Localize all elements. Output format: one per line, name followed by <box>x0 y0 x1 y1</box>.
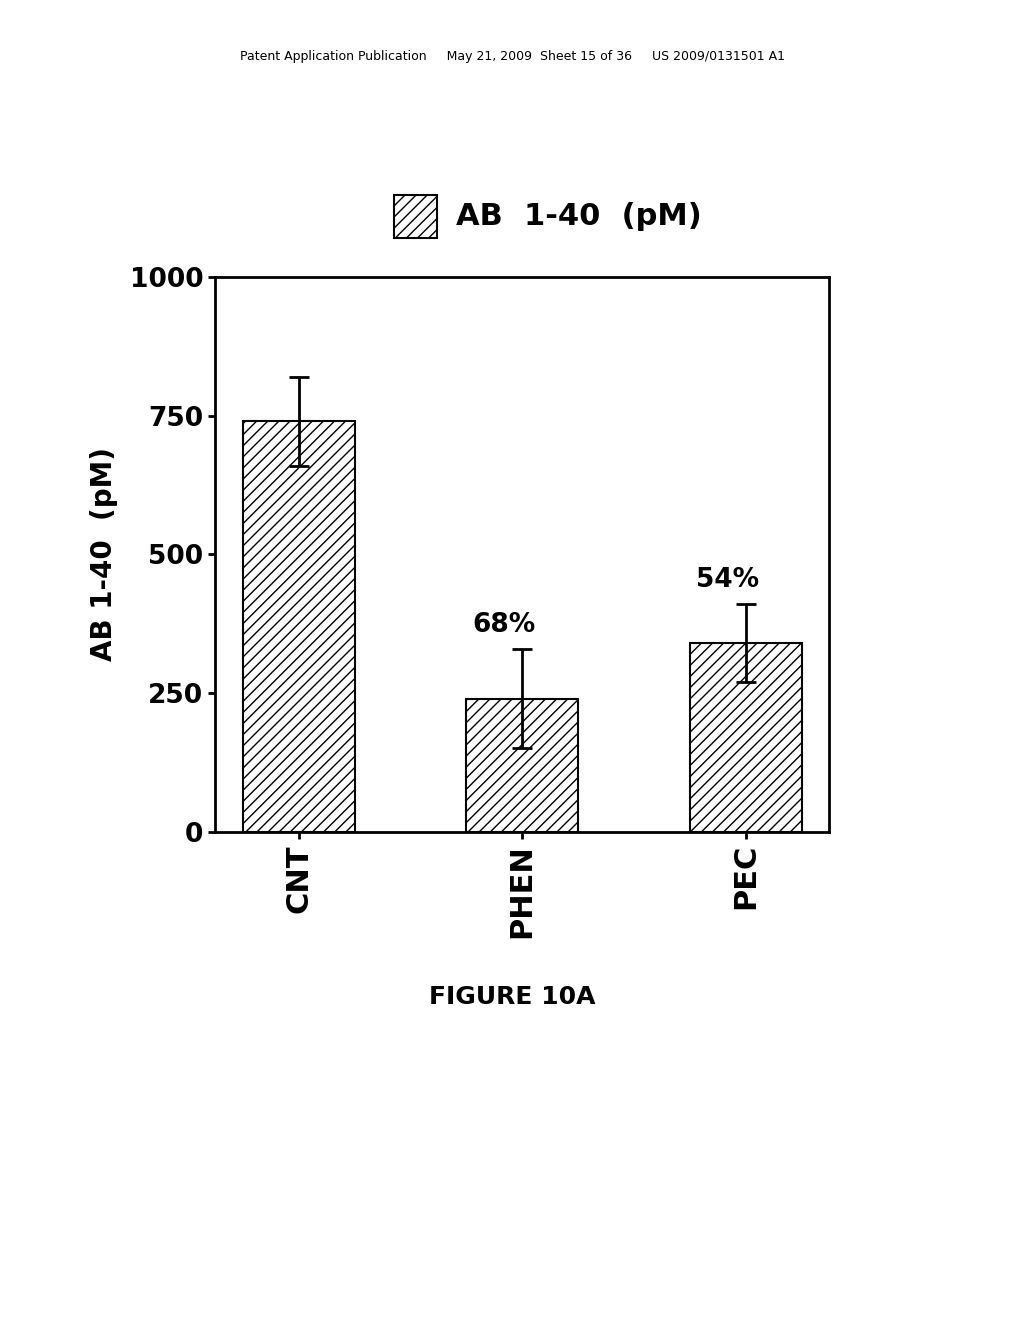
Y-axis label: AB 1-40  (pM): AB 1-40 (pM) <box>90 447 119 661</box>
Text: 54%: 54% <box>696 568 760 593</box>
Text: 68%: 68% <box>473 611 536 638</box>
Text: Patent Application Publication     May 21, 2009  Sheet 15 of 36     US 2009/0131: Patent Application Publication May 21, 2… <box>240 50 784 63</box>
Bar <box>466 698 579 832</box>
Bar <box>243 421 354 832</box>
Text: AB  1-40  (pM): AB 1-40 (pM) <box>456 202 701 231</box>
Bar <box>690 643 802 832</box>
Text: FIGURE 10A: FIGURE 10A <box>429 985 595 1008</box>
